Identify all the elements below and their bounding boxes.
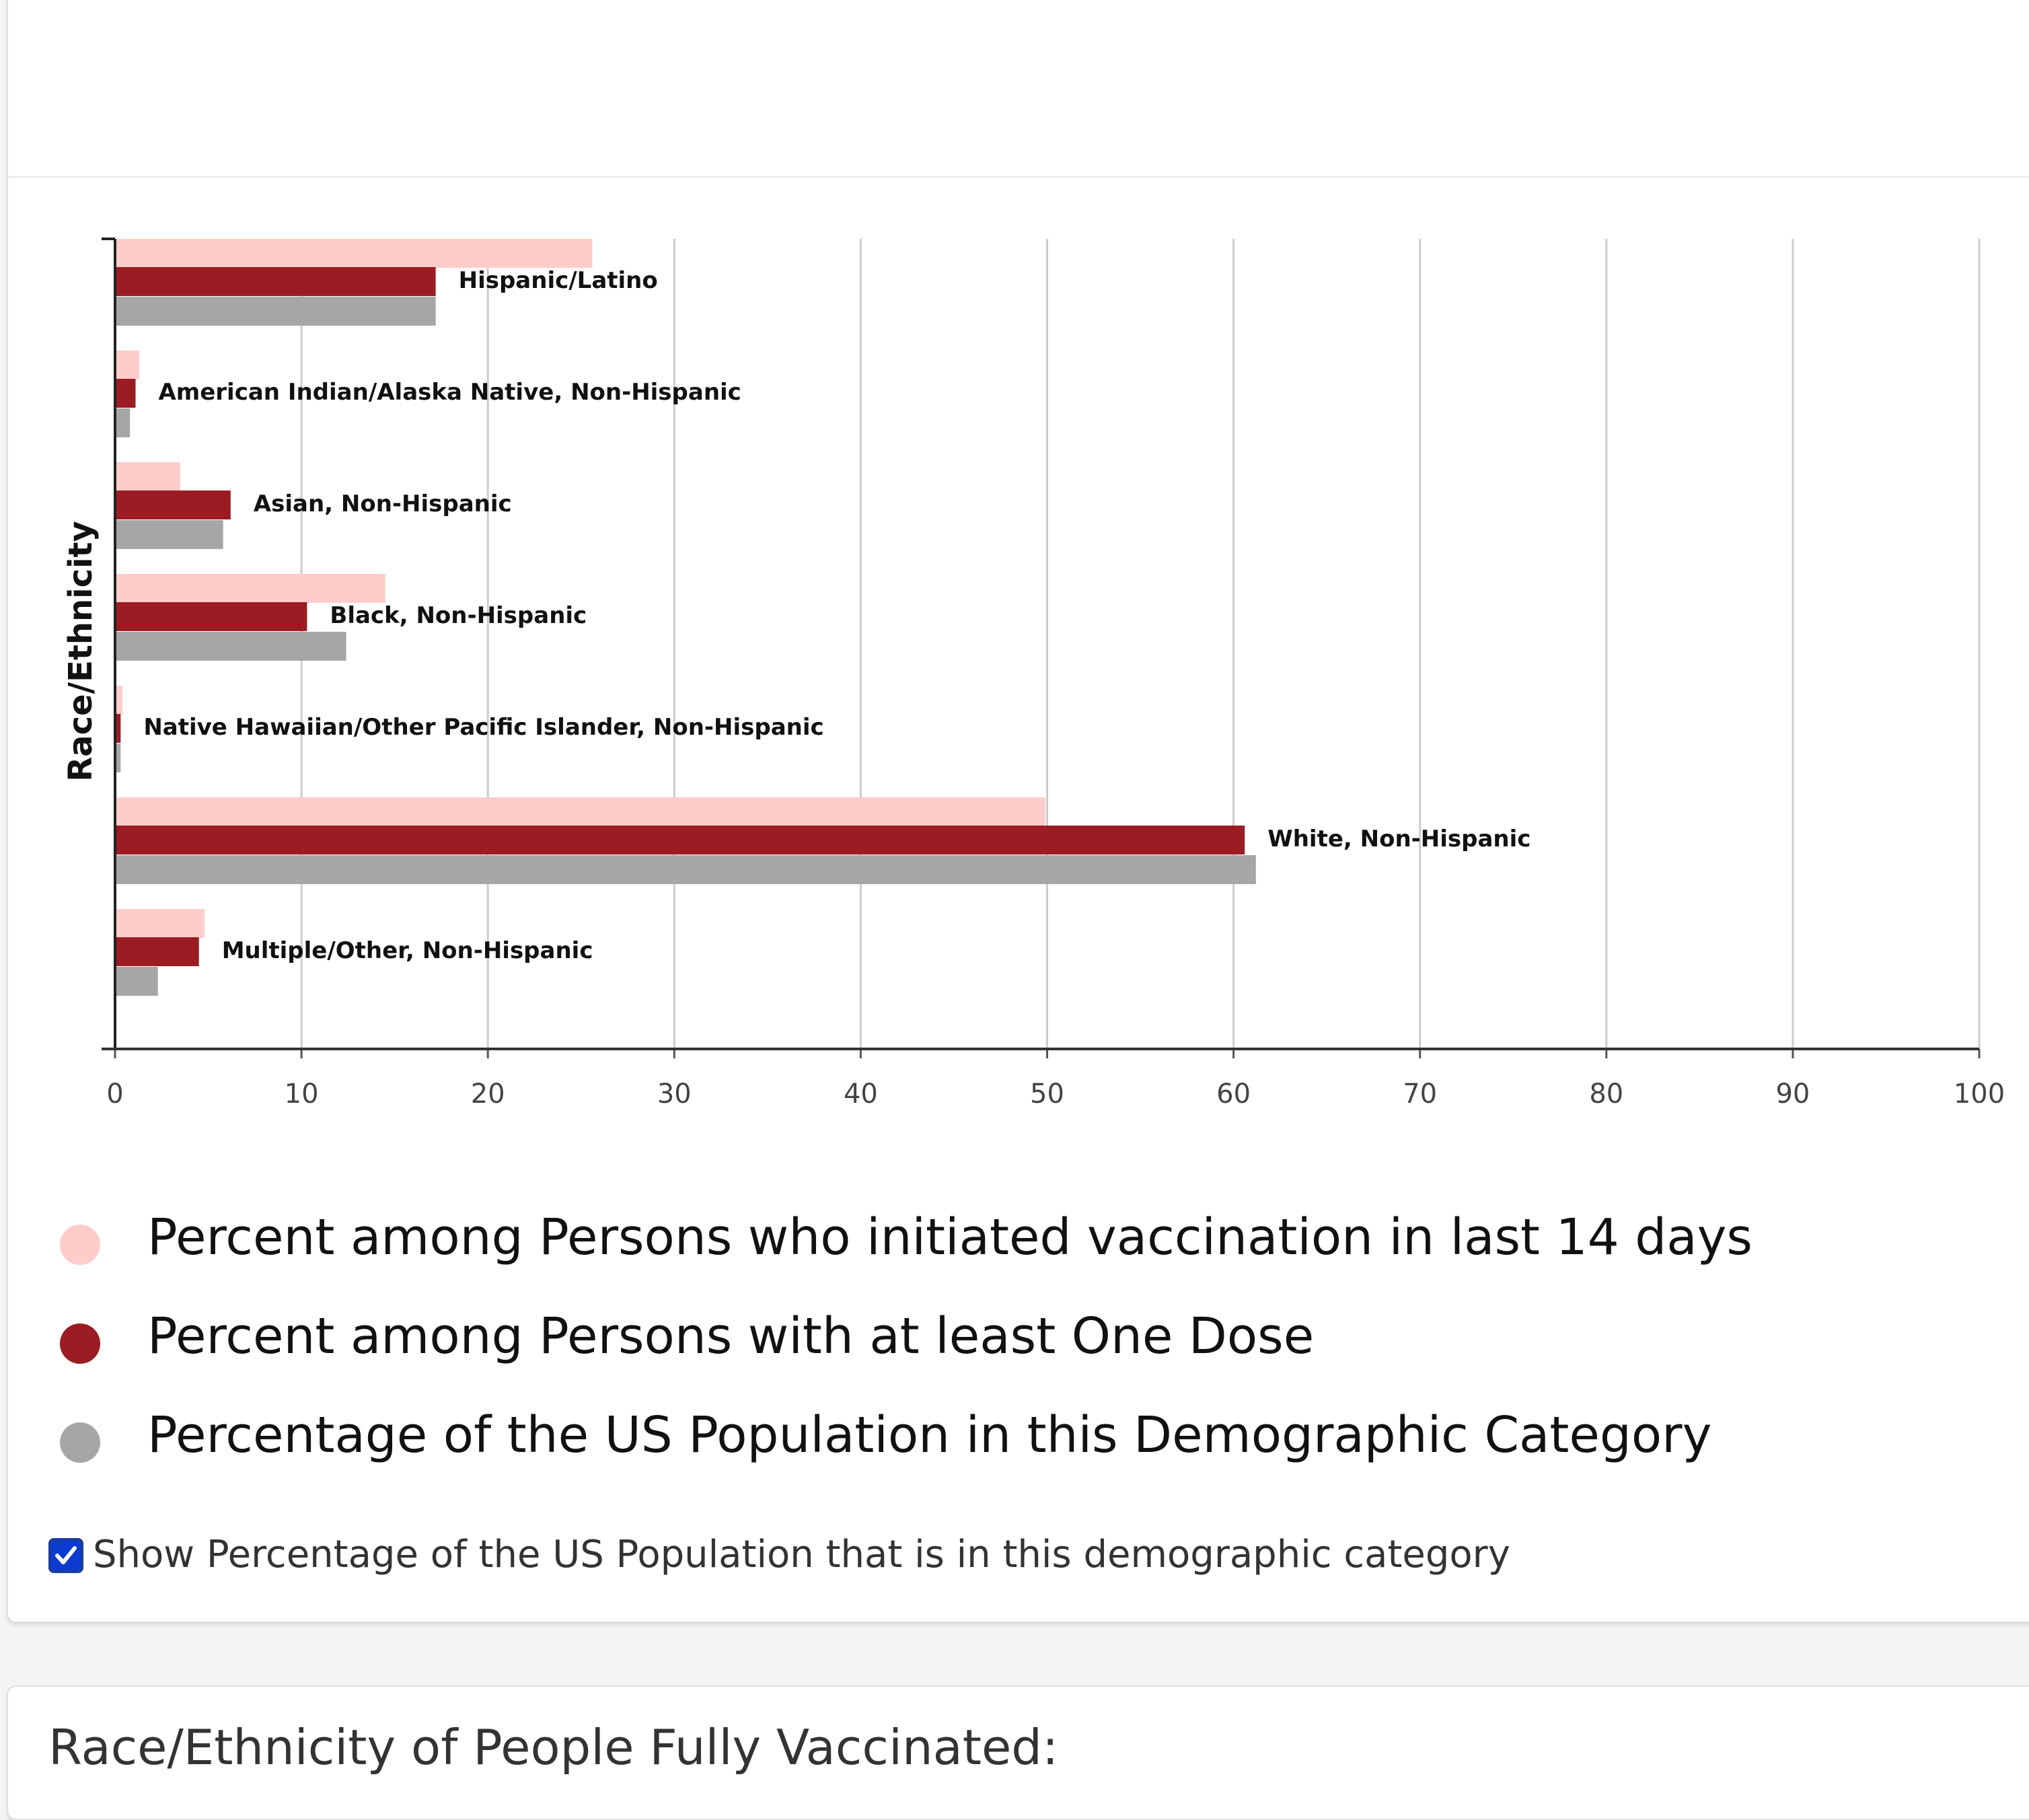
bar — [115, 267, 436, 296]
bar — [115, 379, 136, 408]
bar — [115, 743, 121, 772]
bar — [115, 520, 223, 549]
category-label: American Indian/Alaska Native, Non-Hispa… — [158, 379, 741, 406]
x-tick-label: 0 — [106, 1079, 123, 1109]
bar — [115, 909, 205, 938]
bar — [115, 239, 593, 268]
category-label: Black, Non-Hispanic — [330, 602, 587, 629]
x-tick-label: 100 — [1954, 1079, 2005, 1109]
bar — [115, 462, 180, 491]
bar — [115, 967, 158, 996]
bar — [115, 855, 1256, 884]
x-tick-label: 50 — [1030, 1079, 1064, 1109]
x-tick-label: 10 — [285, 1079, 319, 1109]
category-label: Asian, Non-Hispanic — [254, 490, 512, 517]
x-tick-label: 70 — [1403, 1079, 1437, 1109]
race-ethnicity-bar-chart: 0 10 20 30 40 50 60 70 80 90 100 Hispanic/Latino Ame… — [62, 238, 2005, 1109]
bar — [115, 574, 385, 603]
bar — [115, 408, 131, 437]
category-label: Hispanic/Latino — [459, 267, 658, 294]
bar — [115, 602, 307, 631]
legend-marker-icon — [60, 1323, 100, 1364]
bar — [115, 826, 1245, 854]
fully-vaccinated-card: Race/Ethnicity of People Fully Vaccinate… — [7, 1685, 2029, 1820]
category-label: Multiple/Other, Non-Hispanic — [222, 937, 593, 964]
x-tick-label: 30 — [657, 1079, 692, 1109]
x-tick-label: 80 — [1589, 1079, 1623, 1109]
show-population-label: Show Percentage of the US Population tha… — [93, 1533, 1510, 1576]
section-title: Race/Ethnicity of People Fully Vaccinate… — [48, 1719, 1059, 1776]
bar — [115, 714, 121, 743]
bar — [115, 297, 436, 326]
legend-label: Percentage of the US Population in this … — [147, 1406, 1712, 1464]
x-tick-label: 20 — [471, 1079, 505, 1109]
bar — [115, 686, 123, 715]
x-tick-label: 60 — [1216, 1079, 1251, 1109]
legend-marker-icon — [60, 1225, 100, 1265]
bar — [115, 351, 140, 379]
x-tick-label: 40 — [844, 1079, 878, 1109]
bar — [115, 797, 1045, 826]
legend-marker-icon — [60, 1422, 100, 1463]
y-axis-title: Race/Ethnicity — [62, 521, 100, 782]
category-label: White, Non-Hispanic — [1267, 826, 1530, 852]
legend-label: Percent among Persons who initiated vacc… — [147, 1208, 1753, 1266]
bar — [115, 937, 199, 966]
legend-label: Percent among Persons with at least One … — [147, 1307, 1315, 1365]
bar — [115, 632, 346, 661]
x-tick-label: 90 — [1775, 1079, 1810, 1109]
category-label: Native Hawaiian/Other Pacific Islander, … — [143, 714, 823, 741]
bar — [115, 490, 231, 519]
card-header-divider — [8, 176, 2029, 178]
checkbox-checked-icon[interactable] — [48, 1538, 83, 1573]
